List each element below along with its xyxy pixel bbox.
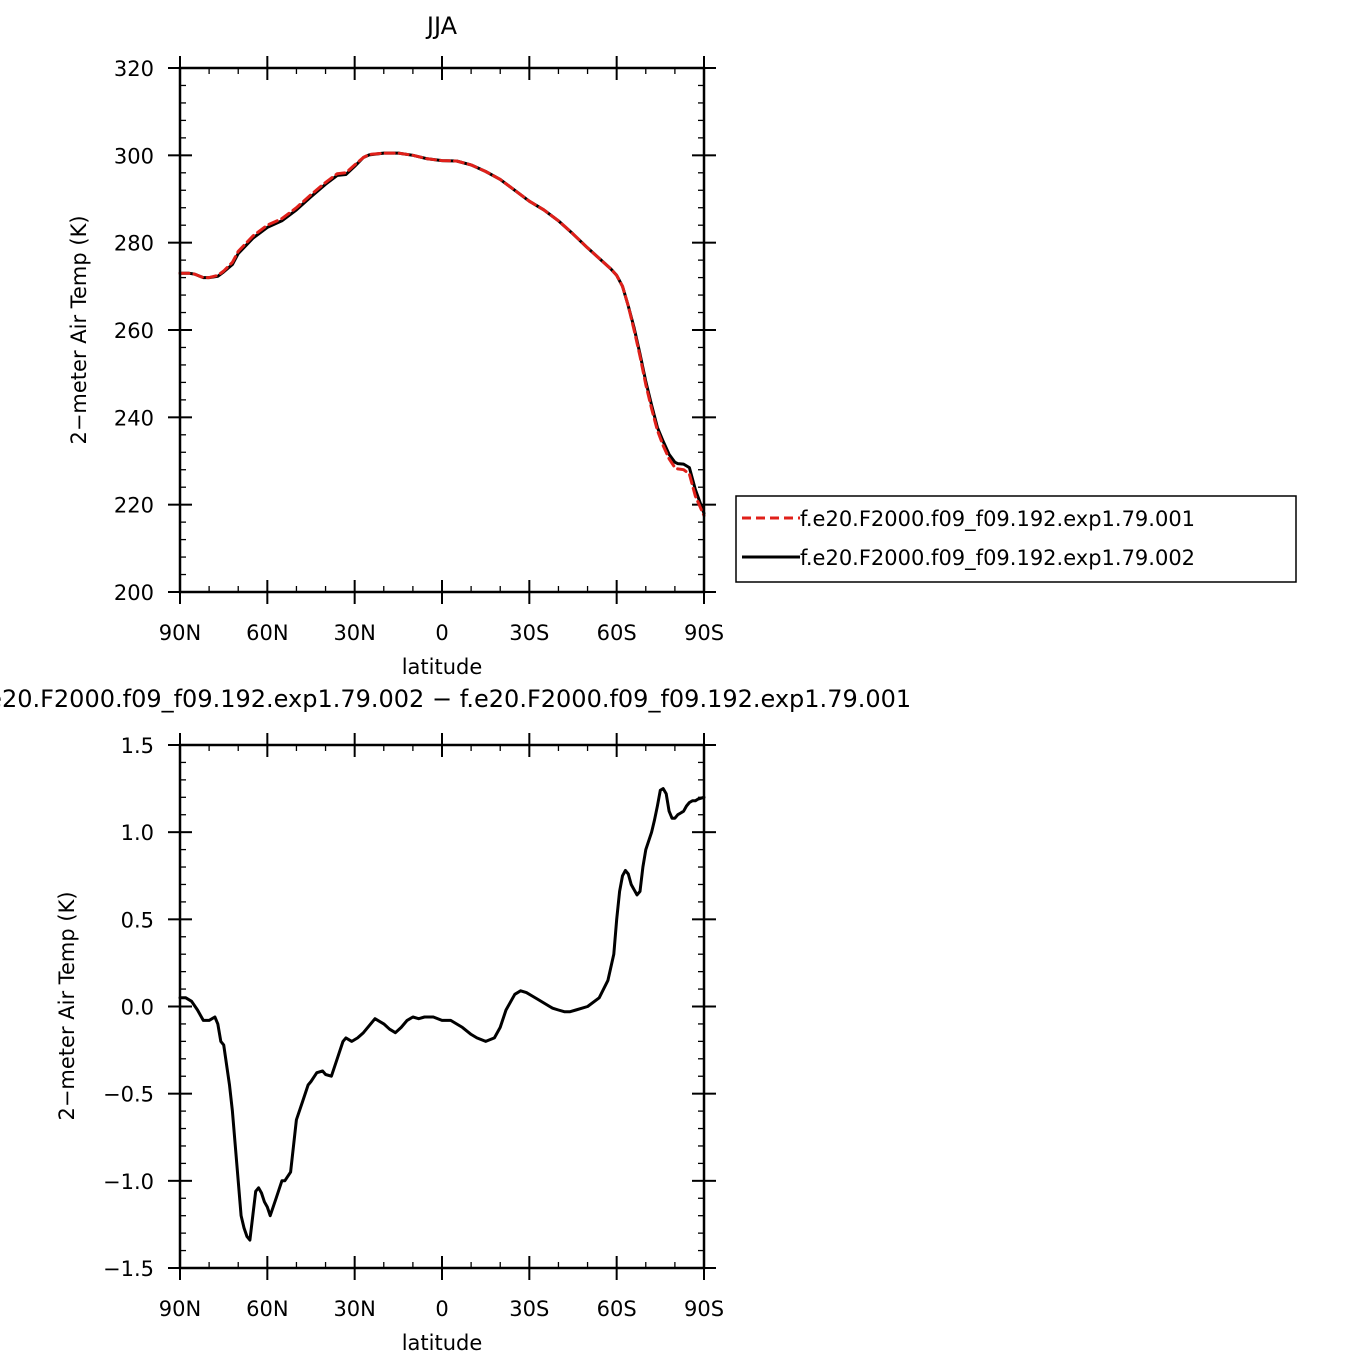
y-tick-label: −0.5 [103, 1083, 154, 1107]
legend-label-series-1: f.e20.F2000.f09_f09.192.exp1.79.001 [800, 507, 1195, 532]
bottom-panel-xlabel: latitude [402, 1331, 483, 1355]
top-panel: JJA 90N 60N 30N 0 30S 60S 90S 200 220 240 260 280 30… [67, 12, 724, 679]
x-tick-label: 60S [597, 1297, 637, 1321]
y-tick-label: 300 [114, 144, 154, 168]
top-panel-xlabel: latitude [402, 655, 483, 679]
series-line-2 [178, 151, 706, 515]
y-tick-label: 0.0 [121, 996, 154, 1020]
x-tick-label: 0 [435, 1297, 448, 1321]
y-tick-label: 260 [114, 319, 154, 343]
bottom-panel-title: f.e20.F2000.f09_f09.192.exp1.79.002 − f.… [0, 685, 911, 713]
x-tick-label: 30S [509, 1297, 549, 1321]
x-tick-label: 30S [509, 621, 549, 645]
y-tick-label: 0.5 [121, 908, 154, 932]
bottom-panel-ylabel: 2−meter Air Temp (K) [55, 891, 79, 1120]
top-panel-ticks: 90N 60N 30N 0 30S 60S 90S 200 220 240 260 280 300 320 [114, 56, 724, 645]
series-line-1 [178, 151, 706, 518]
x-tick-label: 30N [333, 621, 375, 645]
y-tick-label: 200 [114, 581, 154, 605]
bottom-plot-frame [178, 743, 706, 1270]
y-tick-label: 220 [114, 494, 154, 518]
y-tick-label: 280 [114, 232, 154, 256]
y-tick-label: −1.5 [103, 1257, 154, 1281]
y-tick-label: 1.5 [121, 734, 154, 758]
x-tick-label: 90N [159, 1297, 201, 1321]
legend: f.e20.F2000.f09_f09.192.exp1.79.001 f.e2… [735, 495, 1297, 583]
x-tick-label: 60N [246, 621, 288, 645]
top-panel-title: JJA [425, 12, 458, 40]
bottom-panel-ticks: 90N 60N 30N 0 30S 60S 90S −1.5 −1.0 −0.5 0.0 0.5 1.0… [103, 733, 724, 1321]
bottom-panel-series [178, 787, 706, 1242]
y-tick-label: 240 [114, 406, 154, 430]
x-tick-label: 90N [159, 621, 201, 645]
x-tick-label: 60N [246, 1297, 288, 1321]
top-panel-series [178, 151, 706, 518]
y-tick-label: −1.0 [103, 1170, 154, 1194]
y-tick-label: 320 [114, 57, 154, 81]
legend-label-series-2: f.e20.F2000.f09_f09.192.exp1.79.002 [800, 546, 1195, 571]
x-tick-label: 30N [333, 1297, 375, 1321]
x-tick-label: 0 [435, 621, 448, 645]
x-tick-label: 90S [684, 621, 724, 645]
bottom-panel: f.e20.F2000.f09_f09.192.exp1.79.002 − f.… [0, 685, 911, 1355]
legend-box [735, 495, 1297, 583]
x-tick-label: 60S [597, 621, 637, 645]
top-plot-frame [178, 66, 706, 594]
series-line-1 [178, 787, 706, 1242]
top-panel-ylabel: 2−meter Air Temp (K) [67, 215, 91, 444]
y-tick-label: 1.0 [121, 821, 154, 845]
x-tick-label: 90S [684, 1297, 724, 1321]
